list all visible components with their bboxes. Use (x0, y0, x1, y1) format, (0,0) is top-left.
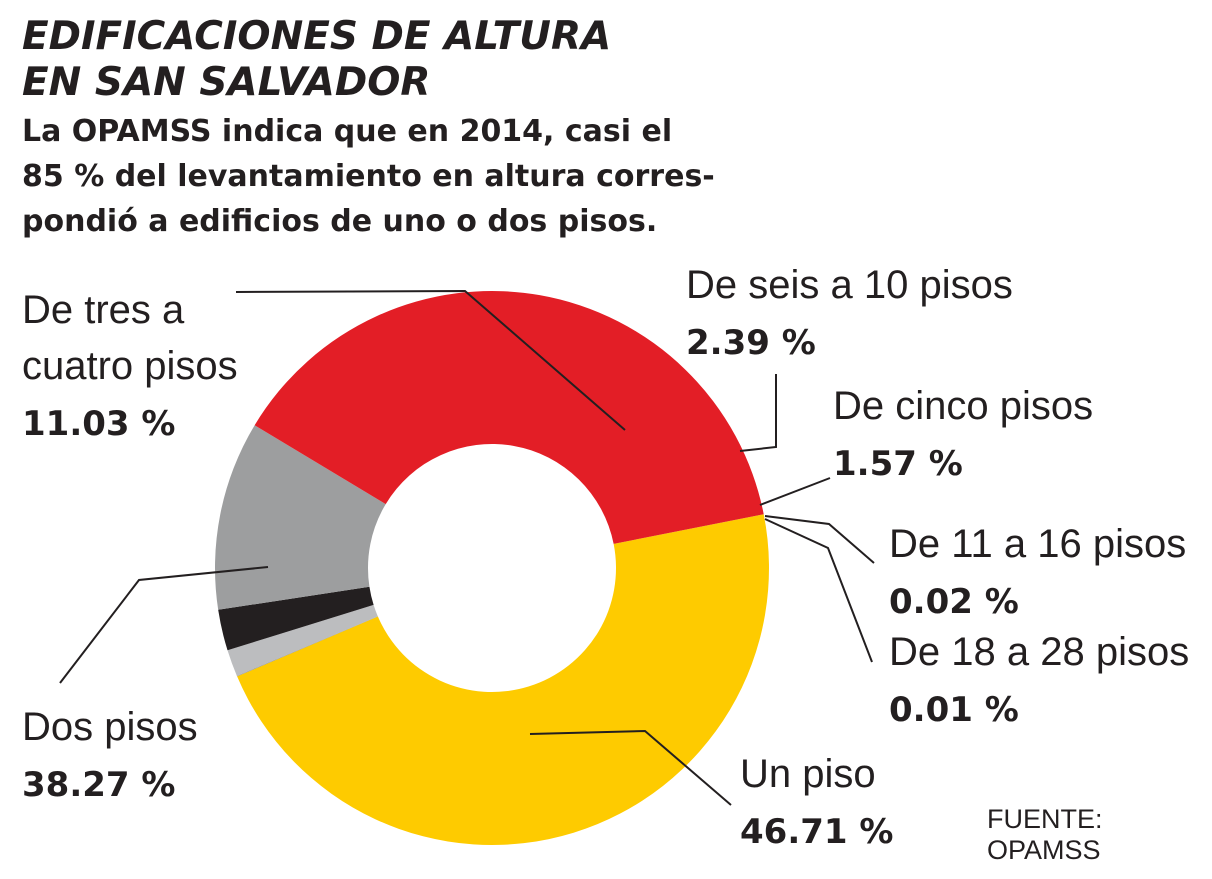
label-name: De tres a (22, 288, 185, 332)
label-name: De cinco pisos (833, 384, 1094, 428)
label-value: 38.27 % (22, 765, 176, 805)
chart-title: EDIFICACIONES DE ALTURA EN SAN SALVADOR (22, 14, 611, 106)
title-line-2: EN SAN SALVADOR (22, 60, 431, 105)
leader-line (59, 566, 269, 684)
leader-line (739, 374, 777, 452)
label-value: 2.39 % (686, 323, 816, 363)
label-11-a-16-pisos: De 11 a 16 pisos 0.02 % (889, 516, 1186, 632)
label-value: 1.57 % (833, 444, 963, 484)
subtitle-line-2: 85 % del levantamiento en altura corres- (22, 159, 715, 194)
label-name: cuatro pisos (22, 344, 238, 388)
label-value: 0.02 % (889, 582, 1019, 622)
label-name: De 11 a 16 pisos (889, 522, 1187, 566)
leader-line (529, 729, 732, 806)
label-un-piso: Un piso 46.71 % (740, 746, 893, 862)
source-note: FUENTE: OPAMSS (987, 804, 1103, 865)
subtitle-line-1: La OPAMSS indica que en 2014, casi el (22, 114, 673, 149)
donut-slice (237, 514, 770, 845)
leader-line (764, 518, 873, 663)
label-value: 0.01 % (889, 690, 1019, 730)
label-value: 46.71 % (740, 812, 894, 852)
title-line-1: EDIFICACIONES DE ALTURA (22, 14, 612, 59)
leader-line (235, 289, 626, 431)
donut-slice (237, 616, 378, 677)
donut-slice (236, 616, 378, 677)
donut-slice (214, 425, 386, 610)
label-name: De seis a 10 pisos (686, 263, 1013, 307)
label-cinco-pisos: De cinco pisos 1.57 % (833, 378, 1093, 494)
leader-line (759, 477, 831, 506)
chart-subtitle: La OPAMSS indica que en 2014, casi el 85… (22, 109, 715, 244)
label-seis-a-10-pisos: De seis a 10 pisos 2.39 % (686, 257, 1013, 373)
label-name: Dos pisos (22, 705, 198, 749)
donut-slice (218, 586, 374, 651)
label-tres-cuatro-pisos: De tres a cuatro pisos 11.03 % (22, 282, 238, 454)
label-dos-pisos: Dos pisos 38.27 % (22, 699, 198, 815)
donut-slice (254, 291, 764, 544)
label-name: De 18 a 28 pisos (889, 630, 1190, 674)
donut-slice (227, 604, 378, 676)
label-name: Un piso (740, 752, 876, 796)
label-value: 11.03 % (22, 404, 176, 444)
label-18-a-28-pisos: De 18 a 28 pisos 0.01 % (889, 624, 1189, 740)
subtitle-line-3: pondió a edificios de uno o dos pisos. (22, 204, 658, 239)
leader-line (764, 515, 875, 564)
